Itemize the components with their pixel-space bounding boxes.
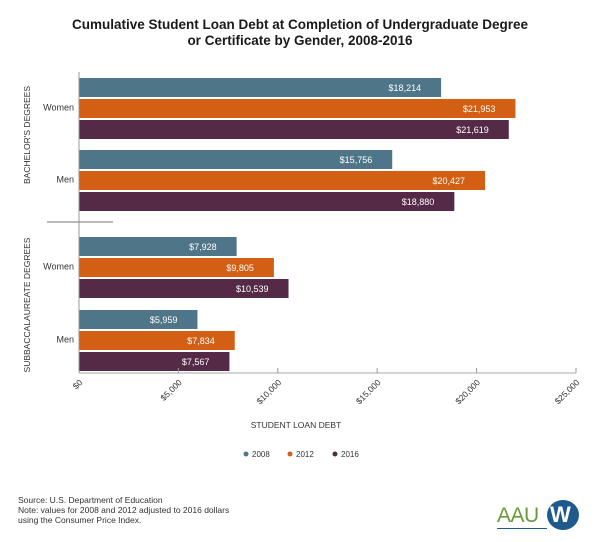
group-label: SUBBACCALAUREATE DEGREES bbox=[22, 237, 32, 372]
category-label: Women bbox=[43, 103, 74, 113]
adjustment-note-line-1: Note: values for 2008 and 2012 adjusted … bbox=[18, 505, 230, 515]
adjustment-note-line-2: using the Consumer Price Index. bbox=[18, 515, 142, 525]
group-label: BACHELOR'S DEGREES bbox=[22, 86, 32, 184]
category-label: Women bbox=[43, 262, 74, 272]
bar-2008-0 bbox=[79, 78, 442, 97]
x-tick-label: $15,000 bbox=[354, 377, 383, 406]
bar-2012-1 bbox=[79, 171, 486, 190]
x-tick-label: $10,000 bbox=[254, 377, 283, 406]
bar-2012-2 bbox=[79, 258, 274, 277]
x-tick-label: $20,000 bbox=[453, 377, 482, 406]
data-label: $9,805 bbox=[226, 263, 254, 273]
bar-2016-3 bbox=[79, 352, 230, 371]
legend-label-2016: 2016 bbox=[341, 450, 359, 459]
logo-mark: W bbox=[550, 502, 571, 527]
category-label: Men bbox=[56, 335, 74, 345]
data-label: $7,834 bbox=[187, 336, 215, 346]
chart-title-line-1: Cumulative Student Loan Debt at Completi… bbox=[71, 17, 529, 32]
x-axis-title: STUDENT LOAN DEBT bbox=[251, 420, 342, 430]
data-label: $7,928 bbox=[189, 242, 217, 252]
bar-2016-1 bbox=[79, 192, 455, 211]
bar-chart: $18,214 $15,756 $7,928 $5,959 $21,953 $20,427… bbox=[22, 72, 582, 459]
logo-underline bbox=[497, 528, 547, 529]
chart-title: Cumulative Student Loan Debt at Completi… bbox=[0, 17, 600, 49]
data-label: $7,567 bbox=[182, 357, 210, 367]
logo-circle-icon bbox=[547, 500, 579, 530]
data-label: $15,756 bbox=[340, 155, 373, 165]
data-label: $21,953 bbox=[463, 104, 496, 114]
bar-2008-2 bbox=[79, 237, 237, 256]
data-label: $5,959 bbox=[150, 315, 178, 325]
bar-2008-3 bbox=[79, 310, 198, 329]
x-tick-label: $25,000 bbox=[553, 377, 582, 406]
legend-marker-2008 bbox=[243, 451, 249, 457]
bar-2016-0 bbox=[79, 120, 509, 139]
bar-2008-1 bbox=[79, 150, 393, 169]
bar-2016-2 bbox=[79, 279, 289, 298]
data-label: $20,427 bbox=[433, 176, 466, 186]
data-label: $21,619 bbox=[456, 125, 489, 135]
bar-2012-3 bbox=[79, 331, 235, 350]
data-label: $18,214 bbox=[389, 83, 422, 93]
x-tick-label: $0 bbox=[71, 377, 85, 391]
data-label: $10,539 bbox=[236, 284, 269, 294]
logo-text: AAU bbox=[497, 504, 539, 527]
source-note: Source: U.S. Department of Education bbox=[18, 495, 163, 505]
legend-label-2012: 2012 bbox=[296, 450, 314, 459]
legend-marker-2016 bbox=[332, 451, 338, 457]
category-label: Men bbox=[56, 175, 74, 185]
chart-title-line-2: or Certificate by Gender, 2008-2016 bbox=[187, 33, 413, 48]
x-tick-label: $5,000 bbox=[158, 377, 184, 403]
chart-footer: Source: U.S. Department of Education Not… bbox=[18, 495, 229, 525]
data-label: $18,880 bbox=[402, 197, 435, 207]
bar-2012-0 bbox=[79, 99, 516, 118]
legend-label-2008: 2008 bbox=[252, 450, 270, 459]
legend-marker-2012 bbox=[287, 451, 293, 457]
aauw-logo: AAU W bbox=[497, 500, 582, 530]
